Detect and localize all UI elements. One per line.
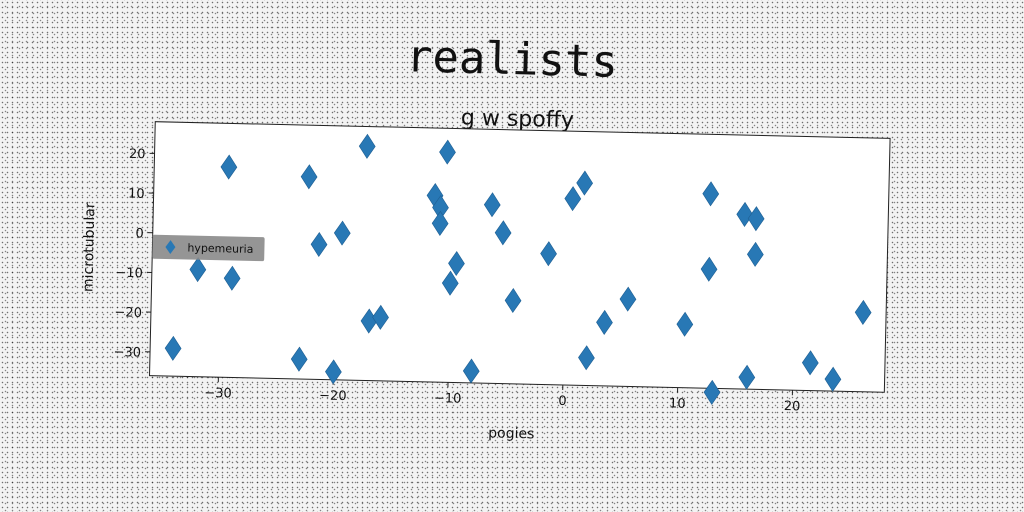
y-tick-label: −30: [113, 345, 141, 361]
data-point: [448, 250, 465, 277]
data-point: [824, 366, 842, 392]
data-point: [676, 311, 694, 337]
y-tick-label: 20: [129, 147, 146, 162]
data-point: [504, 287, 522, 314]
series-hypemeuria: [164, 133, 872, 405]
x-tick-label: −10: [434, 391, 462, 407]
data-point: [290, 346, 308, 372]
data-point: [439, 139, 456, 165]
data-point: [300, 164, 318, 190]
data-point: [372, 304, 389, 330]
data-point: [700, 256, 718, 282]
data-point: [540, 241, 557, 267]
data-point: [310, 231, 328, 258]
x-tick-label: −30: [204, 386, 232, 402]
y-tick-label: −10: [115, 266, 143, 282]
x-axis-label: pogies: [488, 425, 534, 442]
x-tick-label: 0: [558, 394, 567, 409]
data-point: [564, 186, 582, 212]
data-point: [746, 241, 764, 267]
legend-label: hypemeuria: [187, 241, 253, 255]
legend-marker-diamond-icon: [165, 240, 176, 255]
y-tick-label: 10: [128, 187, 145, 202]
data-point: [578, 345, 595, 371]
data-point: [747, 206, 765, 232]
legend: hypemeuria: [152, 234, 265, 262]
legend-box: [152, 234, 265, 262]
x-axis: −30 −20 −10 0 10 20: [204, 377, 801, 414]
y-axis: −30 −20 −10 0 10 20: [113, 147, 155, 361]
data-point: [220, 154, 238, 180]
y-axis-label: microtubular: [80, 202, 98, 292]
x-tick-label: 10: [669, 396, 686, 411]
data-point: [358, 133, 376, 159]
data-point: [738, 364, 756, 390]
x-tick-label: 20: [784, 399, 801, 414]
data-point: [189, 256, 207, 283]
data-point: [596, 309, 613, 335]
data-point: [494, 220, 512, 246]
data-point: [702, 181, 720, 207]
data-point: [325, 359, 342, 385]
y-tick-label: −20: [114, 305, 142, 321]
data-point: [164, 335, 182, 361]
data-point: [576, 170, 594, 196]
data-point: [854, 299, 872, 325]
data-point: [333, 220, 351, 246]
data-point: [703, 379, 721, 405]
data-point: [483, 192, 501, 218]
data-point: [801, 350, 819, 376]
data-point: [223, 265, 241, 291]
data-point: [736, 201, 754, 227]
data-point: [619, 286, 637, 312]
data-point: [462, 358, 480, 384]
x-tick-label: −20: [319, 388, 347, 404]
data-point: [431, 210, 449, 236]
data-point: [441, 270, 459, 296]
y-tick-label: 0: [135, 226, 144, 241]
